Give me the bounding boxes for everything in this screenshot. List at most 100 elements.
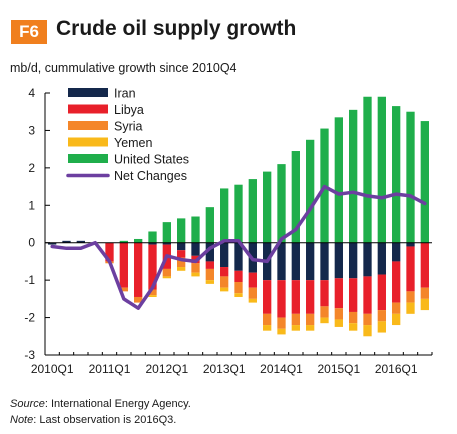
bar-libya-2013q3	[248, 272, 257, 288]
x-tick-label: 2011Q1	[89, 362, 131, 376]
bar-syria-2014q2	[291, 313, 300, 326]
bar-united-states-2013q2	[234, 184, 243, 243]
bar-yemen-2013q4	[263, 325, 272, 331]
bar-libya-2013q4	[263, 280, 272, 314]
bar-united-states-2014q3	[306, 139, 315, 243]
bar-united-states-2012q1	[162, 222, 171, 243]
bar-libya-2016q1	[392, 261, 401, 303]
bar-yemen-2015q3	[363, 325, 372, 337]
bar-syria-2012q4	[205, 268, 214, 281]
bar-syria-2016q1	[392, 302, 401, 314]
bar-iran-2015q4	[377, 242, 386, 275]
axes-layer: -3 -2 -1 0 1 2 3 4 2010Q1 2011Q1 2012Q1 2013Q1 2014Q…	[24, 86, 433, 376]
bar-yemen-2016q3	[420, 298, 429, 311]
bar-iran-2012q4	[205, 242, 214, 262]
bar-yemen-2016q1	[392, 313, 401, 326]
x-tick-label: 2013Q1	[203, 362, 246, 376]
bar-united-states-2015q4	[377, 96, 386, 243]
bar-libya-2012q2	[177, 250, 186, 258]
bar-iran-2012q3	[191, 242, 200, 256]
legend-label-yemen: Yemen	[114, 136, 153, 150]
bar-united-states-2012q4	[205, 207, 214, 243]
bar-syria-2011q4	[148, 289, 157, 296]
bar-yemen-2012q4	[205, 280, 214, 284]
bar-yemen-2014q4	[320, 317, 329, 324]
bar-iran-2011q4	[148, 242, 157, 245]
bar-united-states-2016q3	[420, 121, 429, 243]
bar-yemen-2014q3	[306, 325, 315, 331]
bar-united-states-2015q3	[363, 96, 372, 243]
bar-iran-2010q1	[48, 242, 57, 245]
bar-syria-2016q2	[406, 291, 415, 303]
bar-united-states-2016q2	[406, 111, 415, 243]
bar-libya-2012q4	[205, 261, 214, 269]
source-label: Source	[10, 398, 45, 410]
bar-syria-2014q1	[277, 317, 286, 329]
legend-swatch-united-states	[68, 154, 108, 163]
bar-united-states-2012q2	[177, 218, 186, 243]
legend: Iran Libya Syria Yemen United States Net Chan…	[66, 87, 189, 183]
bar-yemen-2012q1	[162, 276, 171, 279]
chart-title: Crude oil supply growth	[56, 17, 297, 40]
bar-yemen-2012q2	[177, 267, 186, 271]
bar-libya-2016q3	[420, 242, 429, 288]
bar-iran-2010q2	[62, 240, 71, 243]
bar-syria-2015q3	[363, 313, 372, 326]
bar-libya-2013q1	[220, 267, 229, 277]
bar-syria-2013q2	[234, 282, 243, 294]
y-tick-label: 1	[28, 198, 35, 212]
bar-syria-2016q3	[420, 287, 429, 299]
bar-united-states-2015q2	[349, 109, 358, 243]
bar-yemen-2015q2	[349, 323, 358, 331]
y-tick-label: -2	[24, 311, 35, 325]
bar-libya-2011q2	[119, 242, 128, 288]
bar-iran-2016q1	[392, 242, 401, 262]
bar-yemen-2014q2	[291, 325, 300, 331]
bar-yemen-2015q1	[334, 319, 343, 327]
bar-syria-2011q2	[119, 287, 128, 292]
note-label: Note	[10, 414, 34, 426]
figure-badge: F6	[11, 20, 47, 44]
y-tick-label: -1	[24, 273, 35, 287]
bar-united-states-2013q4	[263, 171, 272, 243]
bar-libya-2011q1	[105, 242, 114, 262]
bar-iran-2015q1	[334, 242, 343, 279]
legend-swatch-libya	[68, 104, 108, 114]
bar-united-states-2013q3	[248, 179, 257, 243]
legend-swatch-syria	[68, 121, 108, 130]
bar-iran-2012q1	[162, 242, 171, 245]
legend-swatch-iran	[68, 88, 108, 97]
bar-libya-2011q4	[148, 244, 157, 290]
bar-iran-2012q2	[177, 242, 186, 251]
bar-libya-2014q1	[277, 280, 286, 318]
y-tick-label: -3	[24, 348, 35, 362]
y-axis-label: mb/d, cummulative growth since 2010Q4	[10, 61, 237, 75]
bar-syria-2013q4	[263, 313, 272, 326]
bar-iran-2013q1	[220, 242, 229, 268]
bar-libya-2016q2	[406, 246, 415, 292]
bar-syria-2012q2	[177, 257, 186, 268]
bar-syria-2011q3	[134, 296, 143, 303]
bar-yemen-2013q1	[220, 287, 229, 292]
bar-iran-2014q3	[306, 242, 315, 281]
net-changes-line	[50, 184, 427, 310]
source-note: Source: International Energy Agency.	[10, 398, 191, 410]
bar-yemen-2016q2	[406, 302, 415, 314]
bar-libya-2013q2	[234, 270, 243, 283]
bar-libya-2015q3	[363, 276, 372, 314]
bar-libya-2015q1	[334, 278, 343, 309]
x-tick-label: 2016Q1	[375, 362, 418, 376]
bar-syria-2013q3	[248, 287, 257, 299]
legend-label-syria: Syria	[114, 120, 143, 134]
bar-syria-2015q4	[377, 310, 386, 322]
bar-syria-2012q1	[162, 268, 171, 277]
bar-iran-2015q2	[349, 242, 358, 279]
bar-libya-2014q4	[320, 280, 329, 307]
source-text: : International Energy Agency.	[44, 398, 191, 410]
bar-united-states-2014q2	[291, 151, 300, 243]
bar-united-states-2016q1	[392, 106, 401, 243]
y-tick-label: 4	[28, 86, 35, 100]
legend-label-iran: Iran	[114, 87, 136, 101]
legend-label-united-states: United States	[114, 153, 189, 167]
bar-iran-2010q3	[76, 240, 85, 243]
